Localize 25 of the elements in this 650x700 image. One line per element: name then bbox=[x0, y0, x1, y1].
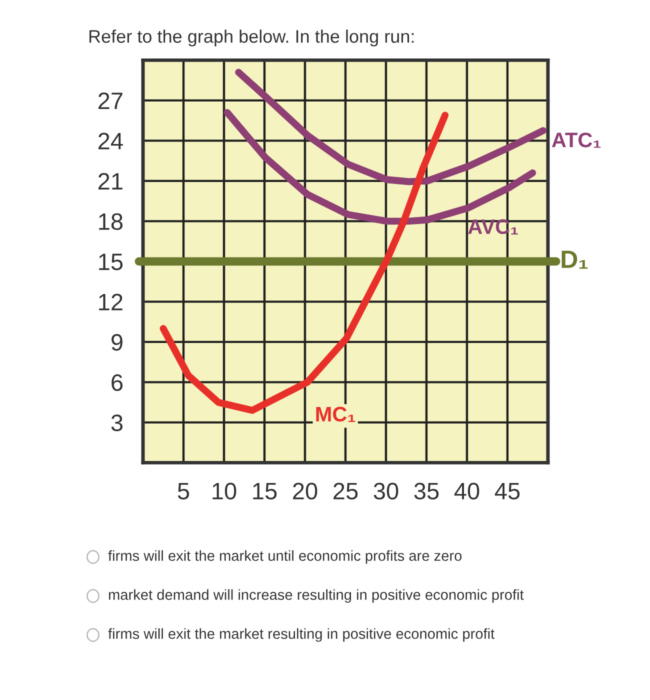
text: firms will exit the market until economic profits are zero bbox=[108, 550, 462, 564]
y-tick-label: 27 bbox=[98, 92, 122, 110]
x-tick-label: 40 bbox=[454, 482, 480, 500]
x-tick-label: 5 bbox=[178, 483, 190, 500]
text: market demand will increase resulting in positive economic profit bbox=[108, 589, 524, 603]
y-tick-label: 9 bbox=[112, 334, 122, 351]
y-tick-label: 15 bbox=[99, 254, 123, 270]
text: firms will exit the market resulting in positive economic profit bbox=[108, 628, 494, 642]
ref-line-label: D₁ bbox=[562, 250, 588, 269]
x-tick-label: 30 bbox=[374, 482, 398, 500]
y-tick-label: 24 bbox=[98, 132, 123, 150]
series-label: MC₁ bbox=[316, 406, 356, 422]
series-label: ATC₁ bbox=[552, 132, 601, 148]
x-tick-label: 10 bbox=[212, 482, 236, 500]
x-tick-label: 35 bbox=[414, 482, 439, 500]
y-tick-label: 12 bbox=[99, 294, 122, 310]
y-tick-label: 6 bbox=[112, 374, 123, 391]
x-tick-label: 15 bbox=[253, 483, 277, 500]
y-tick-label: 3 bbox=[111, 414, 123, 432]
chart-title: Refer to the graph below. In the long run: bbox=[89, 30, 414, 46]
x-tick-label: 20 bbox=[293, 482, 318, 500]
x-tick-label: 25 bbox=[334, 482, 358, 500]
y-tick-label: 18 bbox=[99, 213, 123, 230]
x-tick-label: 45 bbox=[494, 483, 520, 500]
y-tick-label: 21 bbox=[98, 173, 122, 190]
